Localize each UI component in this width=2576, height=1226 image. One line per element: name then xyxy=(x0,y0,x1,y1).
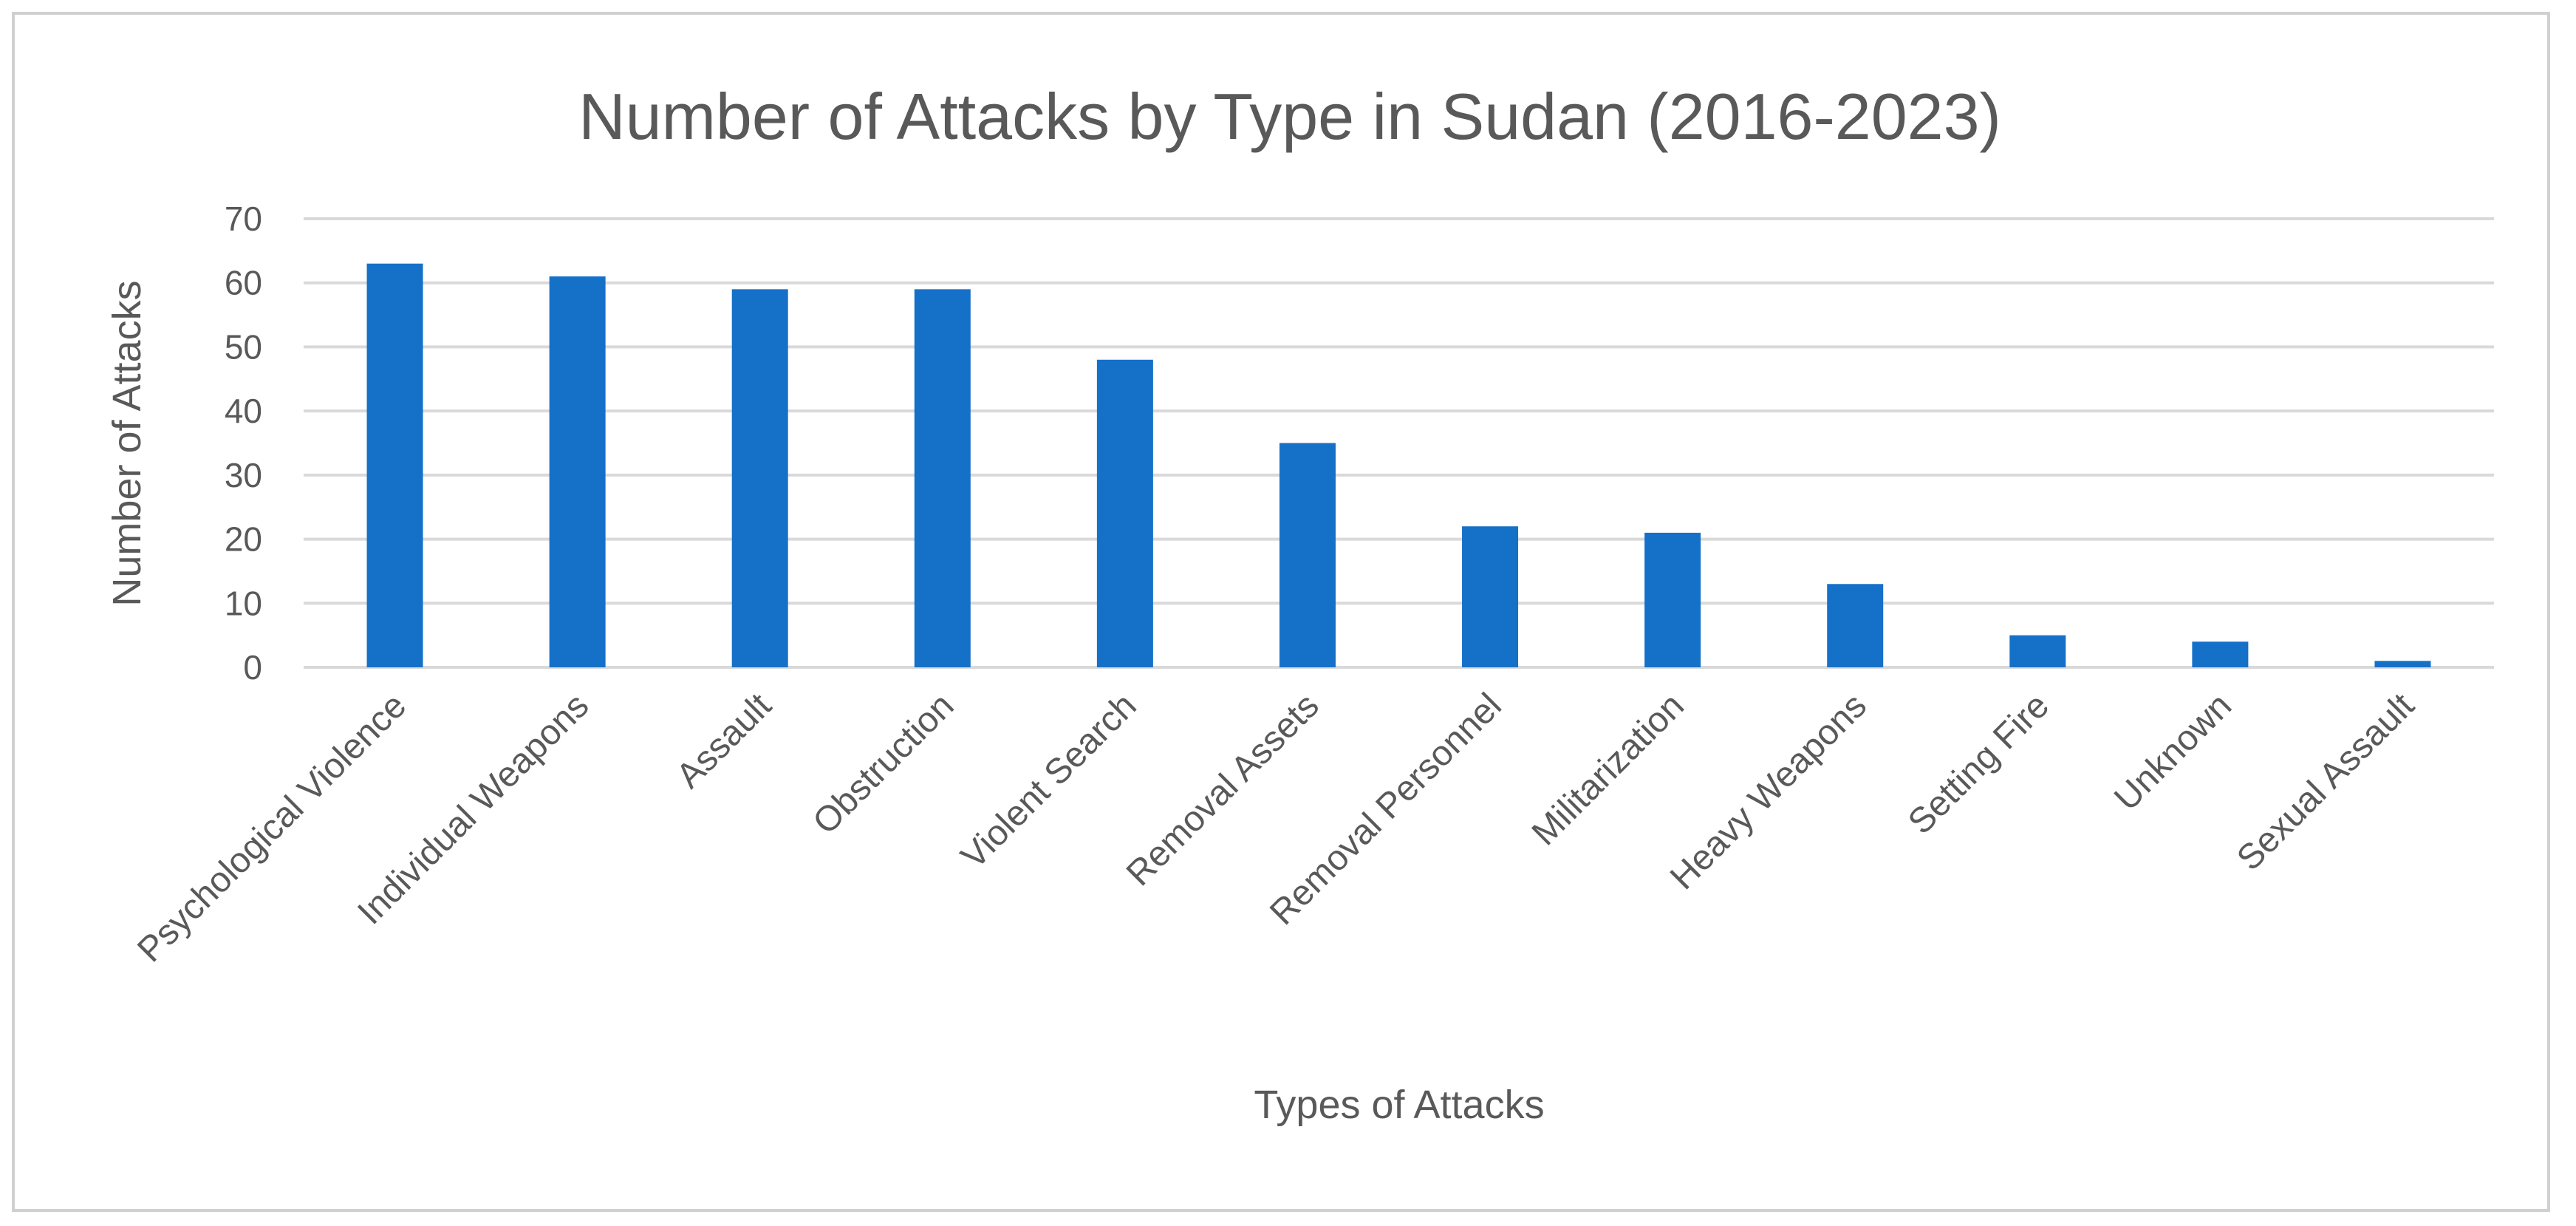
bar xyxy=(1462,526,1519,667)
bar xyxy=(366,263,423,667)
y-tick-label: 10 xyxy=(225,584,262,622)
x-axis-label: Types of Attacks xyxy=(1254,1083,1544,1127)
gridlines xyxy=(304,217,2494,669)
y-tick-label: 50 xyxy=(225,327,262,366)
bar xyxy=(1096,359,1153,667)
chart-title: Number of Attacks by Type in Sudan (2016… xyxy=(578,80,2001,153)
y-tick-label: 40 xyxy=(225,392,262,430)
y-axis-ticks: 0 10 20 30 40 50 60 70 xyxy=(225,200,262,687)
y-tick-label: 30 xyxy=(225,456,262,494)
bar xyxy=(914,289,971,667)
y-tick-label: 20 xyxy=(225,520,262,559)
bar xyxy=(1644,532,1701,667)
bars xyxy=(366,263,2431,667)
bar xyxy=(1279,443,1336,667)
bar xyxy=(1827,584,1884,667)
y-tick-label: 70 xyxy=(225,200,262,238)
bar xyxy=(2009,635,2066,667)
bar xyxy=(2192,641,2249,667)
y-tick-label: 0 xyxy=(243,648,262,687)
y-tick-label: 60 xyxy=(225,264,262,302)
bar xyxy=(731,289,788,667)
bar xyxy=(549,276,606,667)
y-axis-label: Number of Attacks xyxy=(105,280,149,606)
bar xyxy=(2374,661,2431,667)
